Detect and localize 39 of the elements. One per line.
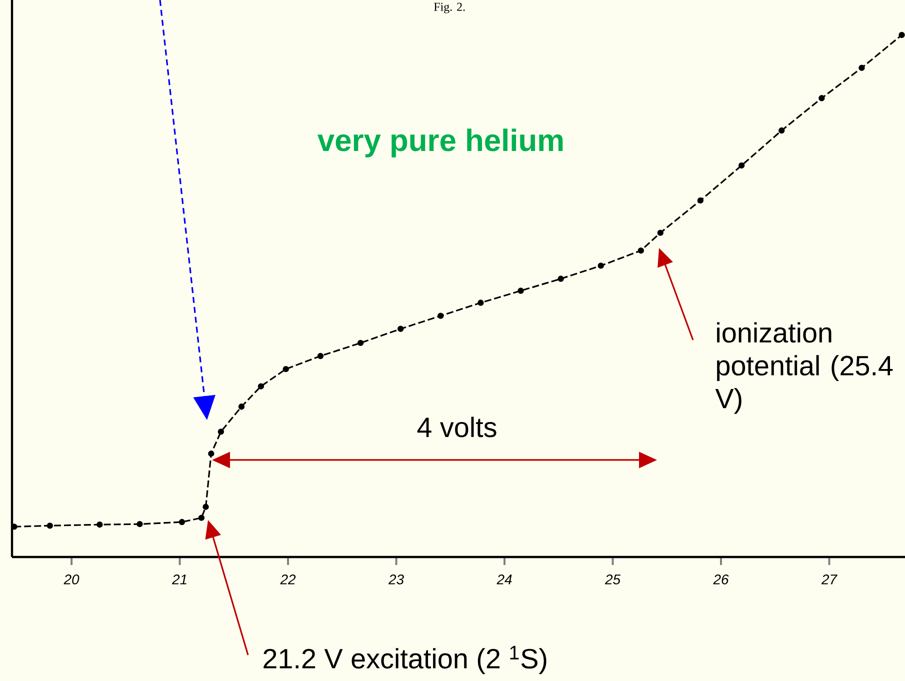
point xyxy=(46,522,53,529)
point xyxy=(558,276,564,282)
point xyxy=(202,504,209,510)
x-tick-label: 24 xyxy=(496,574,512,584)
point xyxy=(208,450,214,457)
point xyxy=(178,518,186,526)
point xyxy=(518,288,524,294)
text: 21.2 V excitation (2 $^{1}$S) xyxy=(264,646,546,674)
point xyxy=(438,312,444,319)
point xyxy=(198,514,205,521)
x-tick-label: 25 xyxy=(604,574,621,584)
point xyxy=(697,197,704,204)
point xyxy=(858,64,865,71)
point xyxy=(398,326,404,332)
x-tick-label: 23 xyxy=(388,574,404,584)
point xyxy=(357,340,364,346)
point xyxy=(818,95,825,102)
chart-title: Fig. 2. xyxy=(434,2,465,14)
x-tick-label: 27 xyxy=(821,574,838,584)
point xyxy=(317,352,324,360)
point xyxy=(738,162,745,169)
x-tick-label: 21 xyxy=(172,574,186,584)
point xyxy=(478,300,484,306)
point xyxy=(238,404,245,410)
x-tick-label: 22 xyxy=(280,574,296,584)
point xyxy=(96,522,103,528)
point xyxy=(657,230,664,236)
annotation: ionization potential (25.4 V) xyxy=(715,322,893,414)
point xyxy=(598,262,604,269)
point xyxy=(778,127,785,134)
annotation: 4 volts xyxy=(417,416,496,438)
annotation: very pure helium xyxy=(318,128,563,158)
x-tick-label: 26 xyxy=(713,574,729,584)
point xyxy=(282,366,289,372)
point xyxy=(136,521,143,528)
point xyxy=(218,428,224,435)
point xyxy=(638,247,644,254)
x-tick-label: 20 xyxy=(64,574,80,584)
point xyxy=(258,383,264,390)
